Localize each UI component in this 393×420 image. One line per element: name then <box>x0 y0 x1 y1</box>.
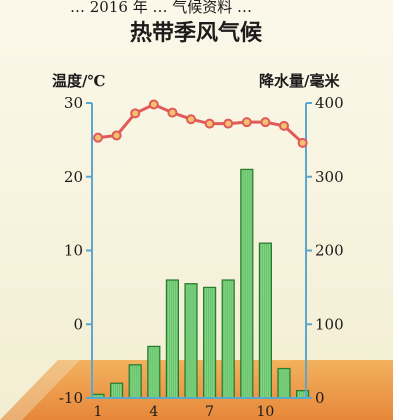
left-axis-label: 温度/℃ <box>52 72 105 90</box>
left-tick-label: 30 <box>64 94 83 112</box>
temperature-point <box>111 130 122 141</box>
right-tick-label: 100 <box>315 315 344 333</box>
temperature-point <box>223 118 234 129</box>
temperature-line <box>97 102 304 144</box>
month-tick-label: 1 <box>94 404 103 420</box>
left-tick-label: -10 <box>59 389 83 407</box>
temperature-point <box>297 137 308 148</box>
temperature-point <box>93 132 103 143</box>
left-tick-label: 10 <box>64 242 83 260</box>
right-tick-label: 200 <box>315 242 344 260</box>
temperature-point <box>260 117 271 128</box>
month-tick-label: 10 <box>256 404 274 420</box>
header-fragment: … 2016 年 … 气候资料 … <box>70 0 252 16</box>
base-platform-shadow <box>0 360 80 420</box>
left-tick-label: 20 <box>64 168 83 186</box>
temperature-point <box>279 120 289 131</box>
left-tick-label: 0 <box>73 315 83 333</box>
month-tick-label: 7 <box>205 404 214 420</box>
right-tick-label: 300 <box>315 168 344 186</box>
temperature-point <box>241 117 252 128</box>
line-layer <box>93 99 308 148</box>
right-tick-label: 400 <box>315 94 344 112</box>
temperature-point <box>204 118 215 129</box>
axes-layer <box>86 102 312 399</box>
temperature-point <box>186 114 196 125</box>
temperature-point <box>130 108 141 119</box>
temperature-point <box>167 107 178 118</box>
month-tick-label: 4 <box>149 404 158 420</box>
right-tick-label: 0 <box>315 389 325 407</box>
right-axis-label: 降水量/毫米 <box>259 72 340 90</box>
chart-title: 热带季风气候 <box>130 20 263 46</box>
temperature-point <box>148 99 159 110</box>
